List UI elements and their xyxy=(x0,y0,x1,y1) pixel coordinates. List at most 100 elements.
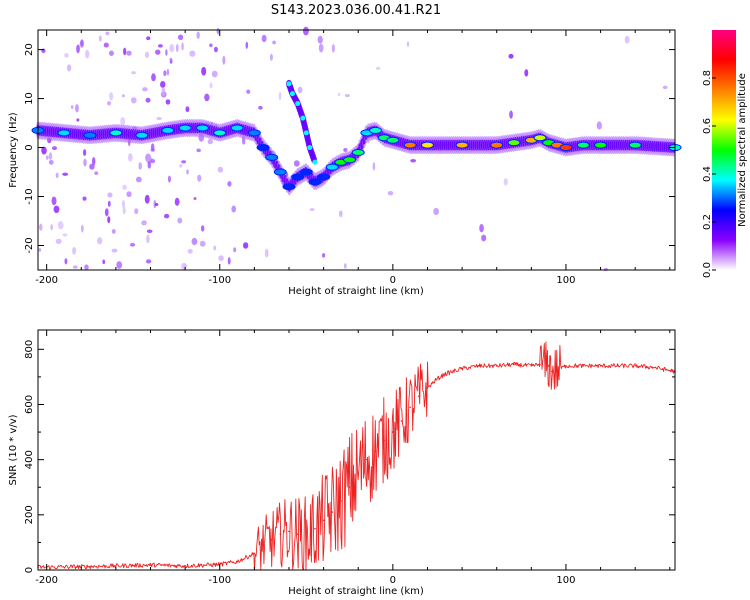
snr-data-point xyxy=(582,365,585,367)
noise-speckle xyxy=(624,35,630,44)
snr-data-point xyxy=(617,365,619,367)
main-trace-point xyxy=(628,141,642,149)
snr-series-line xyxy=(37,341,675,571)
snr-data-point xyxy=(374,450,377,453)
main-trace-point xyxy=(178,124,192,132)
noise-speckle xyxy=(91,157,96,166)
noise-speckle xyxy=(146,229,153,233)
snr-data-point xyxy=(296,533,299,535)
snr-data-point xyxy=(556,369,559,371)
noise-speckle xyxy=(116,261,123,269)
noise-speckle xyxy=(216,27,220,35)
noise-speckle xyxy=(258,105,263,110)
noise-speckle xyxy=(200,225,205,232)
snr-data-point xyxy=(565,365,567,367)
colorbar: 0.0 0.2 0.4 0.6 0.8 Normalized spectral ampl… xyxy=(702,30,748,278)
noise-speckle xyxy=(160,81,166,88)
noise-speckle xyxy=(153,200,157,209)
y-tick-label: 400 xyxy=(24,450,35,469)
main-trace-point xyxy=(282,183,296,191)
noise-speckle xyxy=(343,263,347,269)
snr-y-axis-label: SNR (10 * v/v) xyxy=(8,414,19,485)
noise-speckle xyxy=(123,47,127,56)
main-trace-point xyxy=(273,168,287,176)
noise-speckle xyxy=(508,53,514,59)
noise-speckle xyxy=(80,39,84,47)
noise-speckle xyxy=(62,172,69,176)
noise-speckle xyxy=(151,73,156,82)
noise-speckle xyxy=(269,53,273,61)
noise-speckle xyxy=(94,171,99,175)
secondary-trace-point xyxy=(289,91,295,97)
snr-data-point xyxy=(253,552,256,555)
snr-data-point xyxy=(418,395,420,398)
noise-speckle xyxy=(375,66,381,70)
secondary-trace-point xyxy=(303,130,309,136)
x-tick-label: -200 xyxy=(35,575,58,586)
noise-speckle xyxy=(104,208,109,217)
snr-points xyxy=(37,363,676,569)
noise-speckle xyxy=(196,148,201,153)
noise-speckle xyxy=(156,116,162,121)
noise-speckle xyxy=(141,220,147,226)
noise-speckle xyxy=(82,149,87,156)
noise-speckle xyxy=(146,36,151,41)
noise-speckle xyxy=(57,221,64,230)
snr-data-point xyxy=(547,365,550,367)
noise-speckle xyxy=(64,53,69,58)
noise-speckle xyxy=(204,93,210,102)
spectrogram-traces xyxy=(31,81,682,191)
snr-data-point xyxy=(262,544,264,546)
y-tick-label: 800 xyxy=(24,340,35,359)
noise-speckle xyxy=(138,162,142,170)
noise-speckle xyxy=(264,248,269,258)
snr-panel: -200 -100 0 100 0 200 400 600 800 Height of stra… xyxy=(8,329,676,597)
snr-data-point xyxy=(184,565,186,567)
noise-speckle xyxy=(130,97,137,104)
x-tick-label: 100 xyxy=(556,575,575,586)
y-tick-label: 0 xyxy=(24,567,35,573)
colorbar-ticks: 0.0 0.2 0.4 0.6 0.8 xyxy=(702,70,716,278)
main-trace-point xyxy=(135,131,149,139)
noise-speckle xyxy=(209,82,213,89)
main-trace-point xyxy=(83,131,97,139)
colorbar-tick-label: 0.4 xyxy=(702,166,713,182)
main-trace-point xyxy=(299,168,313,176)
noise-speckle xyxy=(75,104,79,113)
colorbar-label: Normalized spectral amplitude xyxy=(737,73,748,227)
noise-speckle xyxy=(372,162,376,171)
main-trace-point xyxy=(109,129,123,137)
figure-title: S143.2023.036.00.41.R21 xyxy=(271,3,441,18)
noise-speckle xyxy=(66,64,72,72)
noise-speckle xyxy=(343,147,348,152)
noise-speckle xyxy=(187,248,193,254)
noise-speckle xyxy=(272,40,276,45)
main-trace-point xyxy=(386,136,400,144)
secondary-trace-point xyxy=(300,115,306,121)
noise-speckle xyxy=(105,31,110,36)
colorbar-tick-label: 0.6 xyxy=(702,118,713,134)
noise-speckle xyxy=(111,248,118,253)
snr-data-point xyxy=(383,439,385,442)
y-tick-label: 0 xyxy=(24,144,35,150)
noise-speckle xyxy=(122,206,126,215)
noise-speckle xyxy=(337,92,341,97)
snr-data-point xyxy=(599,365,602,367)
noise-speckle xyxy=(165,99,171,105)
secondary-trace-point xyxy=(307,145,313,151)
main-trace-point xyxy=(230,124,244,132)
noise-speckle xyxy=(62,233,68,237)
snr-frame xyxy=(37,329,676,571)
y-tick-label: 10 xyxy=(24,92,35,105)
noise-speckle xyxy=(180,262,187,270)
noise-speckle xyxy=(97,237,103,245)
noise-speckle xyxy=(410,158,417,163)
noise-speckle xyxy=(126,191,132,198)
snr-data-point xyxy=(495,365,498,367)
snr-data-point xyxy=(236,560,238,563)
noise-speckle xyxy=(193,196,197,201)
y-tick-label: 20 xyxy=(24,43,35,56)
noise-speckle xyxy=(344,93,351,98)
snr-data-point xyxy=(288,530,290,533)
